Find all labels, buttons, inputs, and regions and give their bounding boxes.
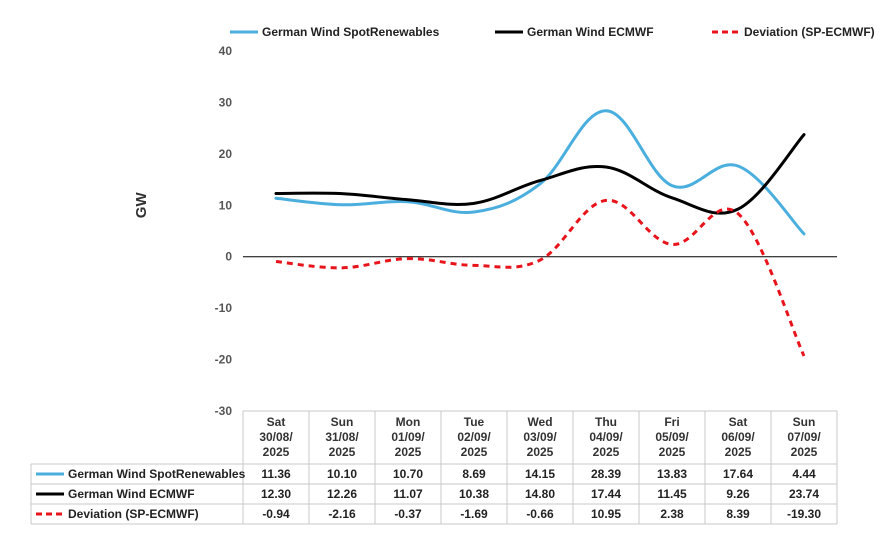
- x-category-label: Mon: [396, 415, 421, 429]
- x-category-label: 30/08/: [259, 430, 293, 444]
- table-value-cell: 10.70: [393, 467, 423, 481]
- table-value-cell: 12.26: [327, 487, 357, 501]
- series-line-german-wind-spotrenewables: [274, 109, 806, 236]
- table-value-cell: 9.26: [726, 487, 750, 501]
- table-value-cell: 12.30: [261, 487, 291, 501]
- series-line-deviation-sp-ecmwf: [275, 198, 806, 357]
- x-category-label: Sat: [267, 415, 286, 429]
- legend-label-deviation-sp-ecmwf: Deviation (SP-ECMWF): [744, 25, 875, 39]
- table-value-cell: 10.95: [591, 507, 621, 521]
- x-category-label: 02/09/: [457, 430, 491, 444]
- table-value-cell: 10.10: [327, 467, 357, 481]
- x-category-label: Fri: [664, 415, 679, 429]
- table-value-cell: -19.30: [787, 507, 821, 521]
- y-tick-label: 0: [225, 250, 232, 264]
- x-category-label: 2025: [263, 445, 290, 459]
- x-category-label: 04/09/: [589, 430, 623, 444]
- y-tick-label: 40: [219, 44, 233, 58]
- table-value-cell: 13.83: [657, 467, 687, 481]
- legend-label-german-wind-ecmwf: German Wind ECMWF: [527, 25, 654, 39]
- series-line-german-wind-ecmwf: [274, 133, 806, 215]
- table-value-cell: 14.80: [525, 487, 555, 501]
- y-tick-label: -10: [215, 301, 233, 315]
- x-category-label: Thu: [595, 415, 617, 429]
- table-value-cell: -2.16: [328, 507, 356, 521]
- table-value-cell: 11.07: [393, 487, 423, 501]
- x-category-label: Wed: [527, 415, 552, 429]
- y-tick-label: -30: [215, 404, 233, 418]
- table-value-cell: 10.38: [459, 487, 489, 501]
- table-value-cell: -0.94: [262, 507, 290, 521]
- table-value-cell: -0.37: [394, 507, 422, 521]
- x-category-label: 2025: [461, 445, 488, 459]
- y-tick-label: 10: [219, 198, 233, 212]
- y-tick-label: -20: [215, 353, 233, 367]
- table-value-cell: 28.39: [591, 467, 621, 481]
- table-value-cell: 8.69: [462, 467, 486, 481]
- x-category-label: 31/08/: [325, 430, 359, 444]
- table-series-name: German Wind ECMWF: [68, 487, 195, 501]
- table-value-cell: -1.69: [460, 507, 488, 521]
- x-category-label: Sun: [331, 415, 354, 429]
- x-category-label: 2025: [329, 445, 356, 459]
- x-category-label: 01/09/: [391, 430, 425, 444]
- table-value-cell: 17.44: [591, 487, 621, 501]
- x-category-label: 2025: [395, 445, 422, 459]
- legend-label-german-wind-spotrenewables: German Wind SpotRenewables: [262, 25, 440, 39]
- x-category-label: Tue: [464, 415, 485, 429]
- x-category-label: 06/09/: [721, 430, 755, 444]
- x-category-label: 2025: [593, 445, 620, 459]
- x-category-label: 03/09/: [523, 430, 557, 444]
- table-series-name: German Wind SpotRenewables: [68, 467, 246, 481]
- table-value-cell: 8.39: [726, 507, 750, 521]
- x-category-label: 2025: [725, 445, 752, 459]
- x-category-label: 2025: [791, 445, 818, 459]
- y-tick-label: 20: [219, 147, 233, 161]
- x-category-label: 2025: [527, 445, 554, 459]
- table-value-cell: 11.36: [261, 467, 291, 481]
- x-category-label: 07/09/: [787, 430, 821, 444]
- table-value-cell: -0.66: [526, 507, 554, 521]
- x-category-label: Sat: [729, 415, 748, 429]
- table-value-cell: 4.44: [792, 467, 816, 481]
- y-tick-label: 30: [219, 95, 233, 109]
- x-category-label: Sun: [793, 415, 816, 429]
- table-value-cell: 17.64: [723, 467, 753, 481]
- table-value-cell: 23.74: [789, 487, 819, 501]
- table-value-cell: 11.45: [657, 487, 687, 501]
- table-value-cell: 14.15: [525, 467, 555, 481]
- table-value-cell: 2.38: [660, 507, 684, 521]
- table-series-name: Deviation (SP-ECMWF): [68, 507, 199, 521]
- x-category-label: 2025: [659, 445, 686, 459]
- y-axis-title: GW: [133, 192, 150, 219]
- x-category-label: 05/09/: [655, 430, 689, 444]
